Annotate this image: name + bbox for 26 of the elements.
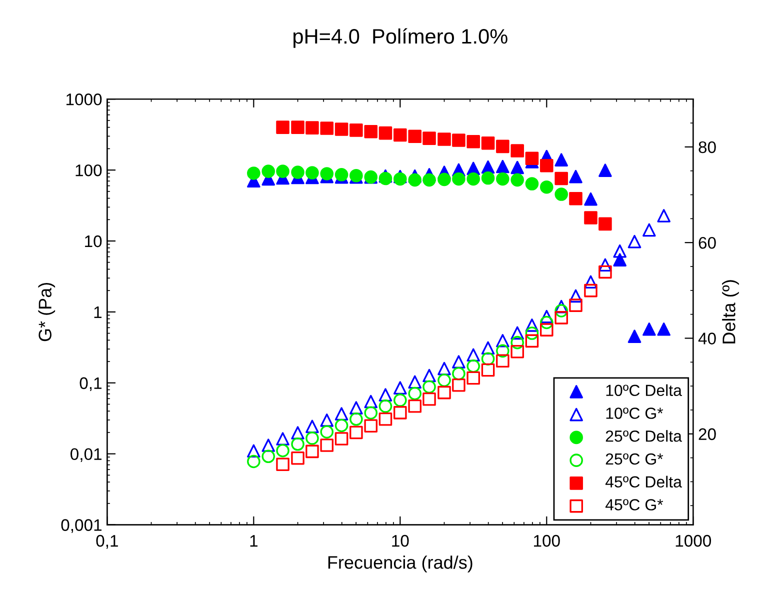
y2-tick-label: 60: [698, 236, 716, 249]
legend-label: 25ºC G*: [606, 453, 664, 465]
y-tick-label: 0,001: [61, 519, 102, 533]
legend-label: 25ºC Delta: [606, 430, 682, 442]
y2-tick-label: 80: [698, 141, 716, 154]
y-axis-title: G* (Pa): [38, 282, 56, 342]
y2-tick-label: 20: [698, 428, 716, 440]
y-tick-label: 1: [94, 306, 102, 318]
x-tick-label: 10: [392, 534, 409, 547]
chart-title: pH=4.0 Polímero 1.0%: [294, 28, 508, 48]
legend-label: 45ºC G*: [605, 499, 664, 510]
x-axis-title: Frecuencia (rad/s): [328, 556, 472, 572]
y-tick-label: 0,1: [80, 377, 102, 392]
y-tick-label: 10: [85, 235, 102, 248]
x-tick-label: 1: [250, 535, 258, 547]
legend-label: 10ºC G*: [606, 408, 664, 419]
y-tick-label: 100: [76, 164, 102, 176]
legend-label: 45ºC Delta: [605, 476, 682, 488]
y2-axis-title: Delta (º): [722, 280, 739, 344]
y2-tick-label: 40: [698, 332, 716, 344]
legend-label: 10ºC Delta: [606, 384, 682, 396]
x-tick-label: 1000: [676, 534, 712, 547]
x-tick-label: 0,1: [96, 534, 118, 549]
x-tick-label: 100: [534, 534, 560, 547]
y-tick-label: 0,01: [70, 448, 102, 462]
y-tick-label: 1000: [66, 94, 102, 106]
